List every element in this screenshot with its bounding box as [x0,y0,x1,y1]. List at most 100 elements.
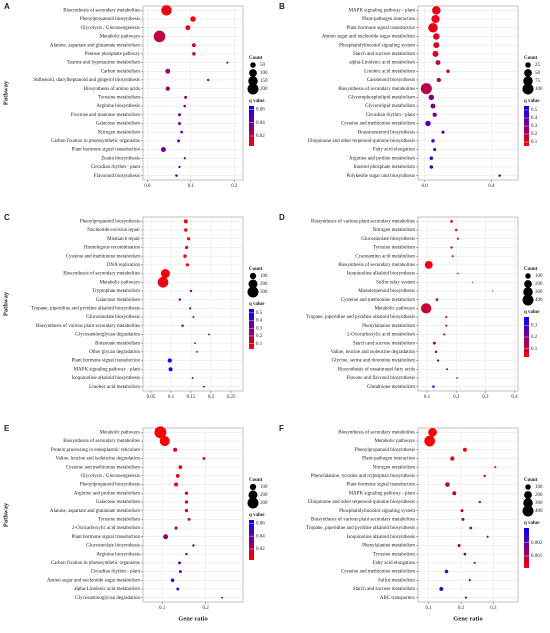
colorbar [249,520,254,560]
y-tick-label: Nitrogen metabolism [98,130,140,135]
colorbar-label: 0.2 [531,132,538,137]
bubble [463,552,467,556]
colorbar-label: 0.4 [531,116,538,121]
y-tick-label: Biosynthesis of various plant secondary … [311,517,415,522]
bubble [208,333,210,336]
bubble [192,52,196,56]
y-tick-label: Metabolic pathways [375,439,415,444]
y-tick-label: Alanine, aspartate and glutamate metabol… [50,43,140,48]
y-axis-title: Pathway [2,80,9,105]
bubble [433,33,440,40]
bubble [428,428,437,437]
y-tick-label: Cysteine and methionine metabolism [66,254,140,259]
size-legend-key [525,484,531,490]
bubble [443,333,446,336]
y-tick-label: Plant-pathogen interaction [362,457,415,462]
bubble [160,147,166,153]
size-legend-label: 150 [260,79,268,84]
y-tick-label: Sulfur metabolism [378,578,415,583]
x-tick-label: 0.1 [424,395,431,400]
size-legend-key [523,287,533,297]
bubble [183,219,188,224]
bubble [432,6,441,15]
y-tick-label: Biosynthesis of amino acids [84,87,140,92]
y-tick-label: Taurine and hypotaurine metabolism [67,61,140,66]
bubble [424,435,436,447]
y-tick-label: Galactose metabolism [96,298,140,303]
colorbar-label: 0.002 [531,541,543,546]
bubble [433,147,437,152]
y-tick-label: Cysteine and methionine metabolism [341,570,415,575]
size-legend-key [525,62,531,68]
y-tick-label: Cysteine and methionine metabolism [341,298,415,303]
y-tick-label: Brassinosteroid biosynthesis [358,130,415,135]
size-legend-label: 100 [535,87,543,92]
bubble [494,466,497,469]
y-tick-label: Fatty acid elongation [373,561,416,566]
y-tick-label: Phosphatidylinositol signaling system [339,43,415,48]
bubble [165,68,171,74]
size-legend-label: 200 [535,282,543,287]
y-tick-label: Ubiquinone and other terpenoid-quinone b… [308,500,416,505]
size-legend-key [524,491,532,499]
y-tick-label: MAPK signaling pathway - plant [74,367,141,372]
y-tick-label: Monoterpenoid biosynthesis [358,289,415,294]
bubble [436,77,441,83]
size-legend-key [523,498,533,508]
x-tick-label: 0.25 [227,395,236,400]
size-legend-key [248,76,258,86]
y-tick-label: Arginine biosynthesis [96,104,140,109]
y-tick-label: Phenylpropanoid biosynthesis [355,448,415,453]
bubble [168,367,173,372]
colorbar [249,309,254,349]
y-tick-label: Glycosaminoglycan degradation [75,333,140,338]
y-tick-label: Tropane, piperidine and pyridine alkaloi… [31,306,140,311]
colorbar-label: 0.3 [256,326,263,331]
x-tick-label: 0.3 [482,395,489,400]
y-tick-label: Homologous recombination [84,246,140,251]
size-legend-label: 100 [535,485,543,490]
bubble [187,517,191,521]
bubble [181,324,184,327]
y-tick-label: Fatty acid elongation [373,148,416,153]
colorbar-label: 0.1 [256,342,263,347]
y-tick-label: Linoleic acid metabolism [364,69,415,74]
size-legend-label: 100 [260,71,268,76]
x-tick-label: 0.05 [147,395,156,400]
bubble [445,482,450,487]
y-tick-label: DNA replication [107,263,141,268]
bubble [174,482,179,487]
bubble [498,174,501,177]
y-tick-label: Cysteine and methionine metabolism [66,465,140,470]
y-tick-label: Flavone and flavonol biosynthesis [347,376,416,381]
bubble [464,596,467,599]
y-tick-label: Cyanoamino acid metabolism [355,254,415,259]
size-legend-label: 300 [535,290,543,295]
y-tick-label: Tyrosine metabolism [98,95,140,100]
bubble [456,237,460,240]
size-legend-key [524,69,532,77]
bubble [202,385,205,388]
size-legend-title: Count [524,478,538,483]
bubble [445,324,448,327]
y-tick-label: Valine, leucine and isoleucine degradati… [55,457,140,462]
bubble [183,157,186,160]
bubble [435,298,439,302]
bubble [435,60,441,66]
y-tick-label: Glycosaminoglycan degradation [75,596,140,601]
bubble [185,552,188,556]
y-axis-title: Pathway [2,291,9,316]
x-tick-label: 0.2 [453,395,460,400]
size-legend-key [248,279,258,289]
y-tick-label: Cysteine and methionine metabolism [341,122,415,127]
y-tick-label: Glycerolipid metabolism [365,104,415,109]
bubble [431,139,435,143]
size-legend-key [248,490,258,500]
bubble [176,587,180,591]
y-tick-label: Carbon fixation in photosynthetic organi… [51,561,140,566]
y-tick-label: Phenylalanine metabolism [362,544,415,549]
color-legend-title: q value [249,99,265,104]
y-tick-label: Nitrogen metabolism [373,465,415,470]
bubble [429,156,434,160]
y-tick-label: Tryptophan metabolism [92,289,140,294]
